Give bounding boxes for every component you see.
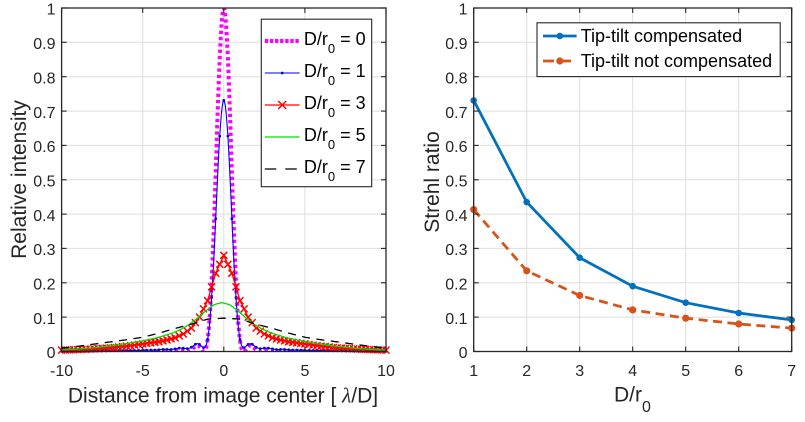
- svg-text:0.6: 0.6: [33, 139, 55, 156]
- svg-text:-5: -5: [136, 363, 150, 380]
- svg-text:0.7: 0.7: [33, 105, 55, 122]
- svg-text:1: 1: [469, 363, 478, 380]
- svg-text:0.9: 0.9: [33, 36, 55, 53]
- svg-text:0.4: 0.4: [33, 208, 55, 225]
- svg-text:0.8: 0.8: [445, 70, 467, 87]
- svg-text:Strehl ratio: Strehl ratio: [421, 131, 444, 233]
- svg-text:10: 10: [377, 363, 395, 380]
- svg-text:Relative intensity: Relative intensity: [8, 100, 31, 259]
- svg-text:1: 1: [459, 2, 468, 19]
- svg-text:0.3: 0.3: [33, 242, 55, 259]
- svg-text:0.1: 0.1: [33, 311, 55, 328]
- svg-text:0.7: 0.7: [445, 105, 467, 122]
- svg-text:0.5: 0.5: [445, 173, 467, 190]
- svg-text:0.3: 0.3: [445, 242, 467, 259]
- svg-text:6: 6: [734, 363, 743, 380]
- svg-text:5: 5: [300, 363, 309, 380]
- svg-text:0: 0: [47, 345, 56, 362]
- svg-text:5: 5: [681, 363, 690, 380]
- svg-text:-10: -10: [50, 363, 73, 380]
- svg-text:3: 3: [575, 363, 584, 380]
- svg-text:0: 0: [219, 363, 228, 380]
- svg-text:1: 1: [47, 2, 56, 19]
- svg-text:0.8: 0.8: [33, 70, 55, 87]
- svg-text:0.1: 0.1: [445, 311, 467, 328]
- svg-text:Distance from image center [ λ: Distance from image center [ λ/D]: [68, 384, 378, 408]
- svg-text:0.9: 0.9: [445, 36, 467, 53]
- svg-text:2: 2: [522, 363, 531, 380]
- svg-text:0.5: 0.5: [33, 173, 55, 190]
- svg-text:0.4: 0.4: [445, 208, 467, 225]
- svg-text:0.2: 0.2: [445, 277, 467, 294]
- svg-text:0.6: 0.6: [445, 139, 467, 156]
- svg-text:0.2: 0.2: [33, 277, 55, 294]
- svg-text:Tip-tilt compensated: Tip-tilt compensated: [581, 26, 742, 46]
- svg-text:Tip-tilt not compensated: Tip-tilt not compensated: [581, 51, 772, 71]
- svg-text:0: 0: [459, 345, 468, 362]
- svg-text:4: 4: [628, 363, 637, 380]
- svg-text:7: 7: [787, 363, 796, 380]
